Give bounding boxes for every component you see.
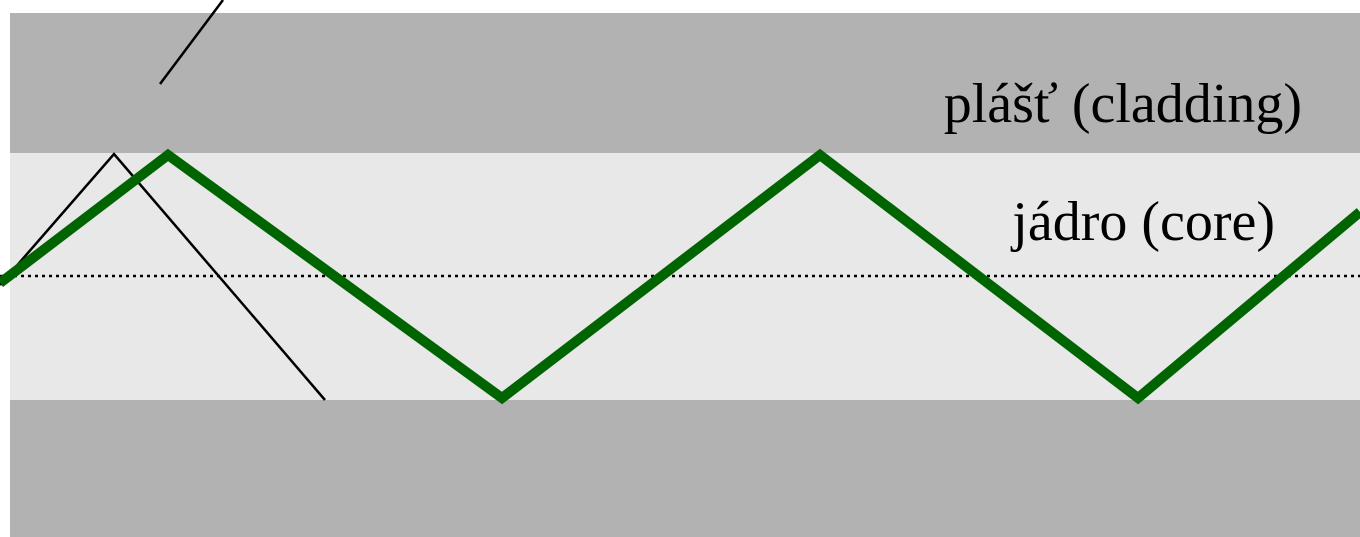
guided-ray — [0, 148, 1360, 405]
refracted-ray-escaping — [159, 0, 224, 85]
cladding-label: plášť (cladding) — [944, 73, 1302, 135]
cladding-bottom — [10, 400, 1360, 537]
cladding-top — [10, 13, 1360, 153]
core-label: jádro (core) — [1010, 191, 1275, 253]
refracted-ray-incident — [0, 152, 326, 401]
